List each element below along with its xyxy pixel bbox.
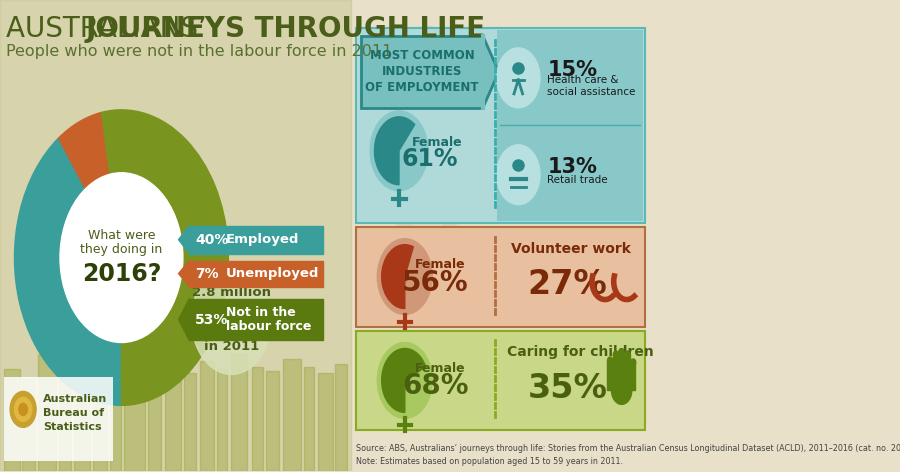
Bar [59,367,71,471]
Bar [217,370,227,471]
Bar [608,361,612,390]
Bar [284,360,301,471]
Text: 2016?: 2016? [82,261,161,286]
Circle shape [608,357,613,364]
Wedge shape [374,117,415,185]
Text: 68%: 68% [402,372,468,400]
Wedge shape [382,348,426,413]
Wedge shape [102,110,229,405]
Text: Female: Female [412,136,463,149]
Bar [0,0,351,471]
Polygon shape [178,261,189,287]
Bar [93,357,107,471]
Ellipse shape [398,100,455,300]
Bar [231,354,248,471]
Text: Unemployed: Unemployed [226,267,319,280]
Text: Caring for children: Caring for children [508,346,654,360]
Polygon shape [178,299,189,340]
Text: People who were not in the labour force in 2011: People who were not in the labour force … [5,44,392,59]
Text: Female: Female [415,362,465,375]
Circle shape [377,343,432,418]
Circle shape [613,351,618,358]
Bar [124,345,145,471]
Text: labour force: labour force [226,320,310,333]
Circle shape [497,48,540,108]
Bar [336,364,347,471]
Circle shape [19,404,28,415]
Text: Female: Female [415,258,465,271]
Text: 2.8 million
not in the
labour force
in 2011: 2.8 million not in the labour force in 2… [185,286,277,353]
Text: 35%: 35% [527,372,608,405]
Bar [356,28,644,223]
Text: 15%: 15% [547,60,598,80]
Bar [189,299,323,340]
Bar [266,371,279,471]
Bar [165,360,181,471]
Bar [362,36,483,108]
Text: Australian: Australian [43,395,108,405]
Circle shape [631,359,635,366]
Bar [303,367,314,471]
Bar [4,378,112,461]
Text: Volunteer work: Volunteer work [511,242,631,256]
Text: they doing in: they doing in [80,243,163,256]
Bar [497,30,644,221]
Bar [4,370,20,471]
Bar [189,261,323,287]
Text: 56%: 56% [402,269,469,296]
Ellipse shape [376,128,412,241]
Text: 13%: 13% [547,157,597,177]
Circle shape [377,239,432,314]
Text: Bureau of: Bureau of [43,408,104,418]
Polygon shape [178,226,189,253]
Wedge shape [382,244,413,309]
Text: What were: What were [87,229,155,242]
Circle shape [10,391,36,427]
Bar [252,367,263,471]
Bar [356,330,644,430]
Circle shape [192,265,271,374]
Text: JOURNEYS THROUGH LIFE: JOURNEYS THROUGH LIFE [86,15,485,43]
Wedge shape [58,112,110,189]
Text: Not in the: Not in the [226,306,295,319]
Text: Health care &
social assistance: Health care & social assistance [547,75,635,97]
Bar [189,226,323,253]
Bar [22,379,35,471]
Text: 61%: 61% [401,147,458,171]
Text: Source: ABS, Australians’ journeys through life: Stories from the Australian Cen: Source: ABS, Australians’ journeys throu… [356,444,900,466]
Bar [613,354,618,390]
Text: 40%: 40% [195,233,229,247]
Circle shape [611,377,632,405]
Text: AUSTRALIANS’: AUSTRALIANS’ [5,15,215,43]
Bar [318,373,332,471]
Bar [148,367,161,471]
Bar [625,354,630,390]
Text: Employed: Employed [226,233,299,246]
Circle shape [60,173,183,343]
Ellipse shape [443,128,479,241]
Circle shape [625,351,630,358]
Wedge shape [14,138,122,405]
Text: 53%: 53% [195,312,229,327]
Bar [110,370,122,471]
Bar [630,362,635,390]
Bar [619,353,624,390]
Circle shape [497,145,540,205]
Bar [200,362,214,471]
Text: 7%: 7% [195,267,219,280]
Bar [184,373,196,471]
Bar [74,374,90,471]
Circle shape [14,397,32,421]
Text: Retail trade: Retail trade [547,175,608,185]
Text: 27%: 27% [527,268,608,301]
Text: MOST COMMON
INDUSTRIES
OF EMPLOYMENT: MOST COMMON INDUSTRIES OF EMPLOYMENT [365,50,479,94]
Circle shape [370,111,428,191]
Bar [38,354,57,471]
Circle shape [396,26,457,110]
Text: Statistics: Statistics [43,422,102,432]
Circle shape [619,349,625,356]
Polygon shape [483,36,499,108]
Bar [356,227,644,327]
